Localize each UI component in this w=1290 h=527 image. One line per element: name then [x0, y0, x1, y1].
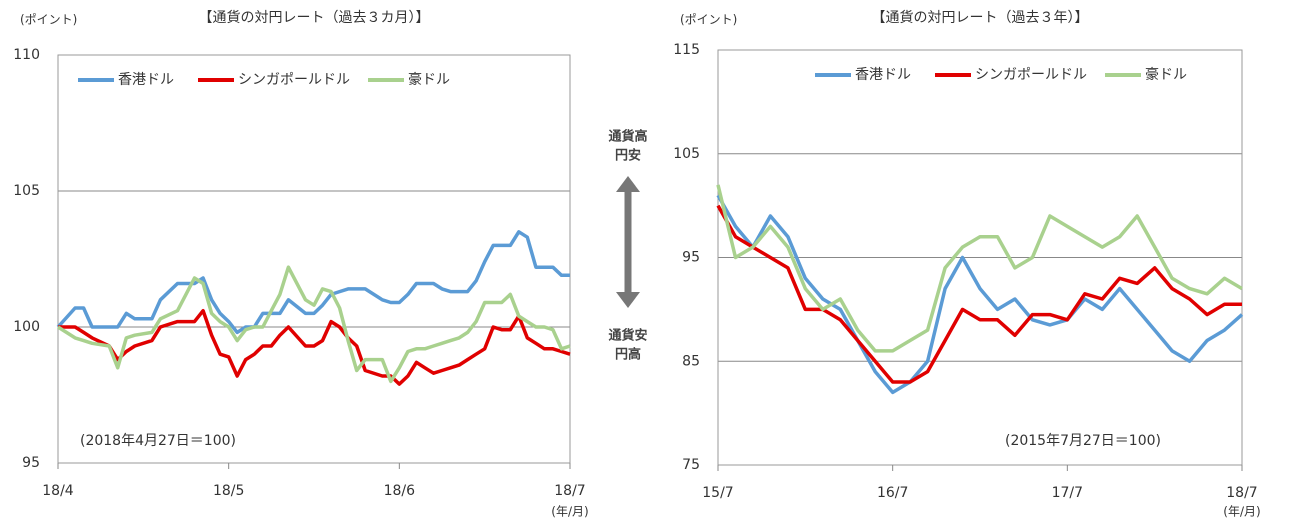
legend-label: シンガポールドル	[975, 67, 1087, 83]
middle-label: 通貨高	[608, 129, 647, 145]
series-line	[58, 308, 571, 386]
legend-label: 香港ドル	[118, 72, 174, 88]
x-tick-label: 18/4	[42, 483, 74, 499]
y-unit: (ポイント)	[680, 13, 737, 27]
x-tick-label: 16/7	[877, 485, 908, 501]
x-tick-label: 17/7	[1052, 485, 1083, 501]
series-line	[57, 265, 571, 384]
middle-label: 円安	[615, 148, 641, 164]
y-tick-label: 85	[682, 353, 700, 369]
x-tick-label: 18/7	[1226, 485, 1257, 501]
series-line	[56, 230, 570, 335]
legend-label: 豪ドル	[1145, 67, 1187, 83]
x-tick-label: 18/7	[554, 483, 585, 499]
series-line	[716, 194, 1244, 395]
middle-label: 円高	[615, 347, 641, 363]
chart-title: 【通貨の対円レート（過去３年）】	[872, 9, 1089, 26]
plot-frame	[57, 54, 571, 464]
y-tick-label: 105	[673, 146, 700, 162]
note: (2018年4月27日＝100)	[80, 433, 236, 449]
x-tick-label: 18/5	[213, 483, 244, 499]
note: (2015年7月27日＝100)	[1005, 433, 1161, 449]
x-unit: (年/月)	[1223, 505, 1260, 519]
plot-frame	[717, 49, 1243, 466]
legend-label: シンガポールドル	[238, 72, 350, 88]
middle-label: 通貨安	[608, 328, 647, 344]
y-tick-label: 105	[13, 183, 40, 199]
chart-title: 【通貨の対円レート（過去３カ月）】	[199, 9, 430, 26]
arrow-head	[616, 292, 640, 308]
x-unit: (年/月)	[551, 505, 588, 519]
x-tick-label: 18/6	[384, 483, 416, 499]
y-tick-label: 95	[22, 455, 40, 471]
y-unit: (ポイント)	[20, 13, 77, 27]
series-line	[716, 204, 1242, 384]
y-tick-label: 110	[13, 47, 40, 63]
y-tick-label: 75	[682, 457, 700, 473]
arrow-head	[616, 176, 640, 192]
legend-label: 豪ドル	[408, 72, 450, 88]
y-tick-label: 115	[673, 42, 700, 58]
y-tick-label: 95	[682, 250, 700, 266]
legend-label: 香港ドル	[855, 67, 911, 83]
y-tick-label: 100	[13, 319, 40, 335]
x-tick-label: 15/7	[702, 485, 733, 501]
series-line	[716, 184, 1243, 353]
